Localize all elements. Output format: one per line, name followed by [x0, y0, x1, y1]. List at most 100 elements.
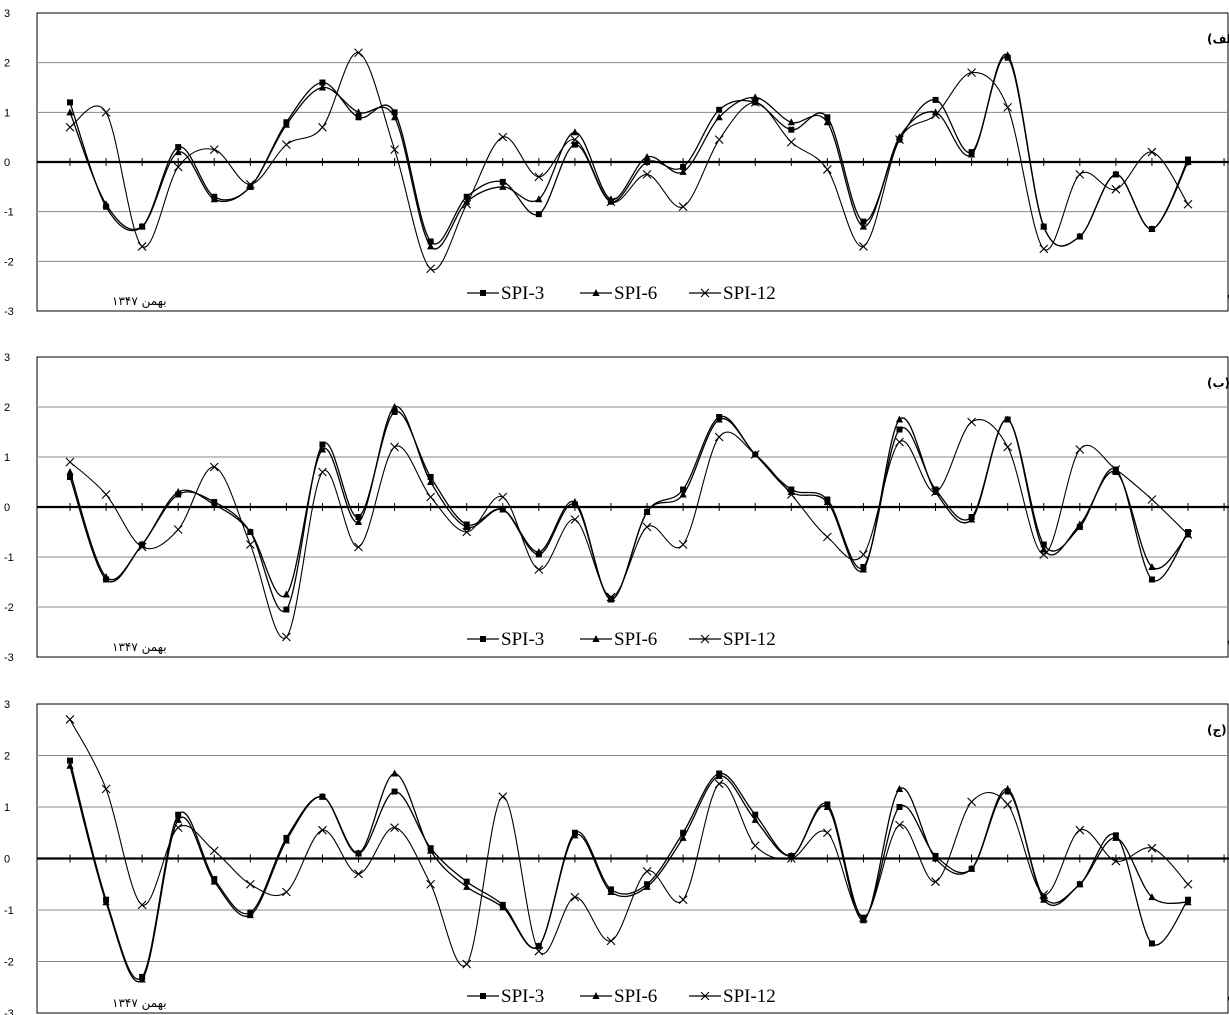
data-point-spi-12	[498, 792, 508, 802]
data-point-spi-6	[823, 498, 831, 505]
data-point-spi-12	[462, 959, 472, 969]
data-point-spi-12	[1147, 147, 1157, 157]
data-point-spi-12	[678, 895, 688, 905]
data-point-spi-6	[499, 505, 507, 513]
y-tick-label: 0	[4, 854, 10, 866]
data-point-spi-6	[751, 815, 759, 823]
data-point-spi-6	[390, 769, 399, 777]
data-point-spi-3	[824, 114, 831, 121]
series-spi-12	[65, 48, 1193, 274]
data-point-spi-12	[1003, 102, 1013, 112]
data-point-spi-6	[1040, 895, 1048, 903]
y-tick-label: 2	[4, 751, 10, 763]
end-date-label: بهمن ۱۳۷۹	[1226, 291, 1229, 306]
data-point-spi-6	[643, 882, 651, 890]
data-point-spi-6	[499, 903, 507, 911]
data-point-spi-12	[895, 135, 904, 145]
data-point-spi-3	[391, 788, 398, 795]
data-point-spi-12	[137, 242, 147, 251]
data-point-spi-3	[571, 141, 578, 148]
data-point-spi-6	[1148, 225, 1156, 233]
data-point-spi-12	[354, 542, 363, 552]
data-point-spi-12	[281, 140, 291, 150]
data-point-spi-12	[750, 841, 760, 851]
data-point-spi-6	[1076, 232, 1084, 240]
panel-title: (ب)	[1207, 376, 1229, 390]
data-point-spi-12	[1003, 442, 1013, 452]
data-point-spi-3	[355, 514, 362, 520]
data-point-spi-12	[390, 823, 399, 832]
y-tick-label: -3	[4, 1008, 14, 1015]
y-tick-label: -2	[4, 602, 14, 614]
data-point-spi-3	[283, 606, 290, 613]
data-point-spi-12	[859, 550, 868, 559]
data-point-spi-12	[570, 135, 580, 145]
data-point-spi-6	[427, 242, 435, 250]
data-point-spi-12	[534, 172, 544, 182]
data-point-spi-6	[318, 83, 327, 91]
legend-label: SPI-6	[614, 629, 657, 650]
data-point-spi-12	[606, 592, 616, 602]
data-point-spi-12	[822, 532, 832, 542]
data-point-spi-12	[642, 866, 652, 876]
data-point-spi-12	[534, 946, 544, 956]
data-point-spi-6	[246, 528, 254, 535]
y-tick-label: 3	[4, 8, 10, 20]
data-point-spi-6	[535, 548, 543, 555]
data-point-spi-6	[1184, 898, 1192, 906]
series-spi-3	[67, 757, 1191, 980]
data-point-spi-6	[859, 565, 868, 573]
series-spi-6	[66, 403, 1192, 603]
data-point-spi-3	[319, 441, 326, 448]
y-tick-label: 1	[4, 452, 10, 464]
data-point-spi-12	[678, 540, 688, 549]
data-point-spi-6	[1076, 520, 1084, 528]
y-tick-label: -1	[4, 905, 14, 917]
data-point-spi-6	[282, 590, 290, 598]
data-point-spi-6	[246, 911, 254, 919]
data-point-spi-12	[931, 487, 940, 497]
data-point-spi-12	[462, 527, 472, 537]
series-line-spi-6	[69, 406, 1189, 601]
data-point-spi-12	[822, 828, 832, 838]
series-spi-3	[67, 409, 1191, 613]
data-point-spi-12	[1111, 465, 1121, 474]
data-point-spi-6	[174, 148, 182, 156]
y-tick-label: 1	[4, 107, 10, 119]
data-point-spi-12	[173, 162, 183, 172]
data-point-spi-6	[354, 518, 363, 525]
data-point-spi-12	[570, 515, 580, 524]
end-date-label: بهمن ۱۳۷۹	[1226, 637, 1229, 652]
data-point-spi-12	[1183, 199, 1193, 209]
legend-label: SPI-3	[501, 986, 544, 1007]
data-point-spi-12	[1183, 530, 1193, 539]
legend-label: SPI-3	[501, 283, 544, 304]
y-tick-label: -3	[4, 652, 14, 664]
data-point-spi-6	[390, 403, 399, 410]
data-point-spi-3	[463, 878, 470, 885]
data-point-spi-12	[209, 462, 219, 472]
data-point-spi-6	[895, 415, 904, 423]
data-point-spi-12	[101, 784, 111, 794]
data-point-spi-12	[173, 823, 183, 832]
data-point-spi-12	[390, 442, 399, 452]
data-point-spi-12	[606, 936, 616, 946]
data-point-spi-12	[1147, 843, 1157, 853]
data-point-spi-12	[967, 417, 977, 427]
data-point-spi-12	[1003, 800, 1013, 809]
data-point-spi-3	[680, 163, 687, 170]
data-point-spi-3	[427, 474, 434, 480]
data-point-spi-3	[175, 811, 182, 818]
data-point-spi-6	[1112, 468, 1120, 475]
data-point-spi-6	[210, 195, 218, 203]
legend-label: SPI-3	[501, 629, 544, 650]
series-line-spi-6	[69, 53, 1189, 250]
data-point-spi-6	[318, 792, 327, 800]
data-point-spi-12	[101, 490, 111, 499]
data-point-spi-6	[859, 222, 868, 230]
data-point-spi-6	[643, 508, 651, 515]
series-spi-3	[67, 54, 1191, 247]
